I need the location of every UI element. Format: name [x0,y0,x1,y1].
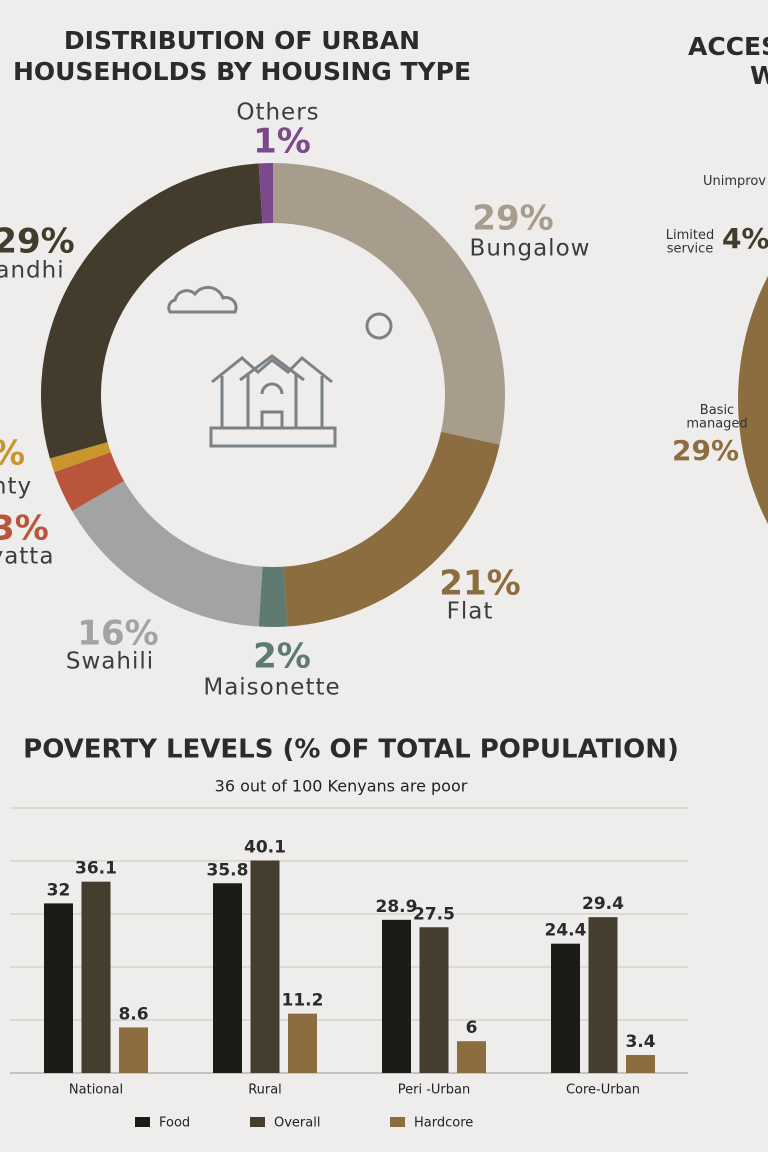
bar-value-label: 27.5 [413,904,455,924]
bar [419,927,449,1073]
bar [81,881,111,1073]
x-tick-label: Peri -Urban [398,1083,470,1098]
sun-icon [365,312,393,340]
bar-value-label: 36.1 [75,859,117,879]
donut-slice [40,163,263,459]
donut-slice [49,442,111,473]
bar-value-label: 29.4 [582,894,624,914]
bar [588,917,618,1073]
slice-value-label: 4% [722,222,768,255]
donut-slice [258,566,288,627]
bar [551,943,580,1073]
chart-title: W [750,61,768,90]
x-tick-label: Core-Urban [566,1083,640,1098]
chart-title: HOUSEHOLDS BY HOUSING TYPE [13,57,471,86]
slice-name-label: Maisonette [203,675,340,701]
slice-value-label: 29% [0,222,75,262]
donut-slice [283,431,500,627]
x-tick-label: National [69,1083,123,1098]
bar [457,1041,486,1073]
slice-name-label: Limited service [666,228,714,257]
bar [119,1027,148,1073]
x-tick-label: Rural [248,1083,282,1098]
bar-value-label: 35.8 [207,860,249,880]
slice-name-label: nty [0,474,32,500]
donut-slice [258,163,273,224]
slice-name-label: Basic managed [686,403,747,432]
bar-value-label: 8.6 [118,1004,148,1024]
slice-name-label: Others [236,100,319,126]
bar [288,1013,317,1073]
slice-value-label: 16% [77,614,158,654]
slice-name-label: Flat [447,599,494,625]
slice-name-label: Unimprov [703,174,766,189]
slice-value-label: 2% [253,637,311,677]
chart-title: POVERTY LEVELS (% OF TOTAL POPULATION) [23,735,679,765]
slice-value-label: 1% [253,122,311,162]
access-arc [738,275,768,525]
legend-swatch [250,1117,265,1127]
slice-name-label: andhi [0,258,65,284]
bar [44,903,73,1073]
legend-swatch [390,1117,405,1127]
bar-value-label: 3.4 [625,1032,655,1052]
chart-title: ACCES [688,32,768,61]
legend-label: Hardcore [414,1116,473,1131]
chart-title: DISTRIBUTION OF URBAN [64,26,420,55]
bar [626,1054,655,1073]
bar [382,919,411,1073]
bar [250,860,280,1073]
donut-slice [273,163,506,445]
slice-value-label: 29% [672,434,739,467]
slice-name-label: Bungalow [470,236,591,262]
bar-value-label: 6 [466,1018,478,1038]
slice-value-label: 3% [0,509,49,549]
slice-value-label: % [0,434,25,474]
bar-value-label: 32 [47,880,71,900]
chart-subtitle: 36 out of 100 Kenyans are poor [215,777,468,796]
cloud-icon [167,285,238,314]
legend-swatch [135,1117,150,1127]
house-icon [209,354,337,448]
bar-value-label: 28.9 [376,897,418,917]
donut-slice [72,481,263,627]
legend-label: Overall [274,1116,320,1131]
donut-icons [167,285,393,448]
slice-value-label: 21% [439,564,520,604]
slice-value-label: 29% [472,199,553,239]
donut-slice [54,452,125,511]
legend-label: Food [159,1116,190,1131]
bar [213,883,242,1073]
bar-value-label: 24.4 [545,921,587,941]
slice-name-label: Swahili [66,649,154,675]
bar-value-label: 40.1 [244,837,286,857]
slice-name-label: yatta [0,544,54,570]
bar-value-label: 11.2 [282,991,324,1011]
